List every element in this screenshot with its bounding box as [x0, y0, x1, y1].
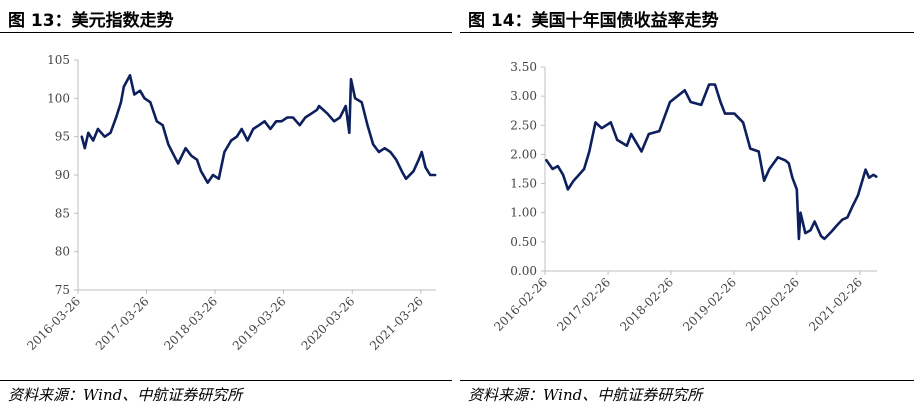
x-tick-label: 2017-03-26	[93, 294, 152, 353]
x-tick-label: 2019-03-26	[230, 294, 289, 353]
y-tick-label: 105	[47, 53, 70, 67]
y-tick-label: 75	[55, 283, 70, 297]
dollar-index-chart: 75 80 85 90 95 100 105 2016-03-26 2017-03-26 2018…	[24, 53, 437, 353]
x-tick-label: 2020-03-26	[299, 294, 358, 353]
series-line	[545, 83, 878, 241]
x-tick-label: 2016-03-26	[24, 294, 83, 353]
y-tick-label: 80	[55, 245, 70, 259]
x-tick-label: 2016-02-26	[491, 275, 550, 334]
y-tick-label: 3.00	[510, 89, 537, 103]
x-tick-label: 2018-03-26	[161, 294, 220, 353]
y-tick-label: 1.00	[510, 206, 537, 220]
source-note: 资料来源：Wind、中航证券研究所	[8, 386, 243, 404]
source-divider	[0, 380, 452, 381]
chart-title: 图 14：美国十年国债收益率走势	[468, 11, 719, 31]
y-tick-label: 90	[55, 168, 70, 182]
chart-title: 图 13：美元指数走势	[8, 11, 174, 31]
y-tick-label: 85	[55, 206, 70, 220]
source-divider	[460, 380, 914, 381]
title-divider	[460, 32, 914, 33]
y-tick-label: 1.50	[510, 177, 537, 191]
series-line	[80, 74, 437, 184]
y-tick-label: 100	[47, 91, 70, 105]
source-note: 资料来源：Wind、中航证券研究所	[468, 386, 703, 404]
x-tick-label: 2018-02-26	[617, 275, 676, 334]
y-tick-label: 3.50	[510, 60, 537, 74]
chart-panel-dollar-index: 图 13：美元指数走势 75 80 85 90 95 100 105 2016-03-26 20…	[0, 0, 452, 413]
y-tick-label: 0.00	[510, 264, 537, 278]
y-tick-label: 2.00	[510, 147, 537, 161]
y-tick-label: 0.50	[510, 235, 537, 249]
treasury-yield-chart: 0.00 0.50 1.00 1.50 2.00 2.50 3.00 3.50 2016-02-…	[491, 60, 878, 334]
x-tick-label: 2020-02-26	[743, 275, 802, 334]
x-tick-label: 2017-02-26	[554, 275, 613, 334]
chart-panel-treasury-yield: 图 14：美国十年国债收益率走势 0.00 0.50 1.00 1.50 2.00 2.5…	[460, 0, 914, 413]
x-tick-label: 2021-02-26	[806, 275, 865, 334]
y-tick-label: 95	[55, 130, 70, 144]
title-divider	[0, 32, 452, 33]
x-tick-label: 2021-03-26	[367, 294, 426, 353]
y-tick-label: 2.50	[510, 118, 537, 132]
x-tick-label: 2019-02-26	[680, 275, 739, 334]
